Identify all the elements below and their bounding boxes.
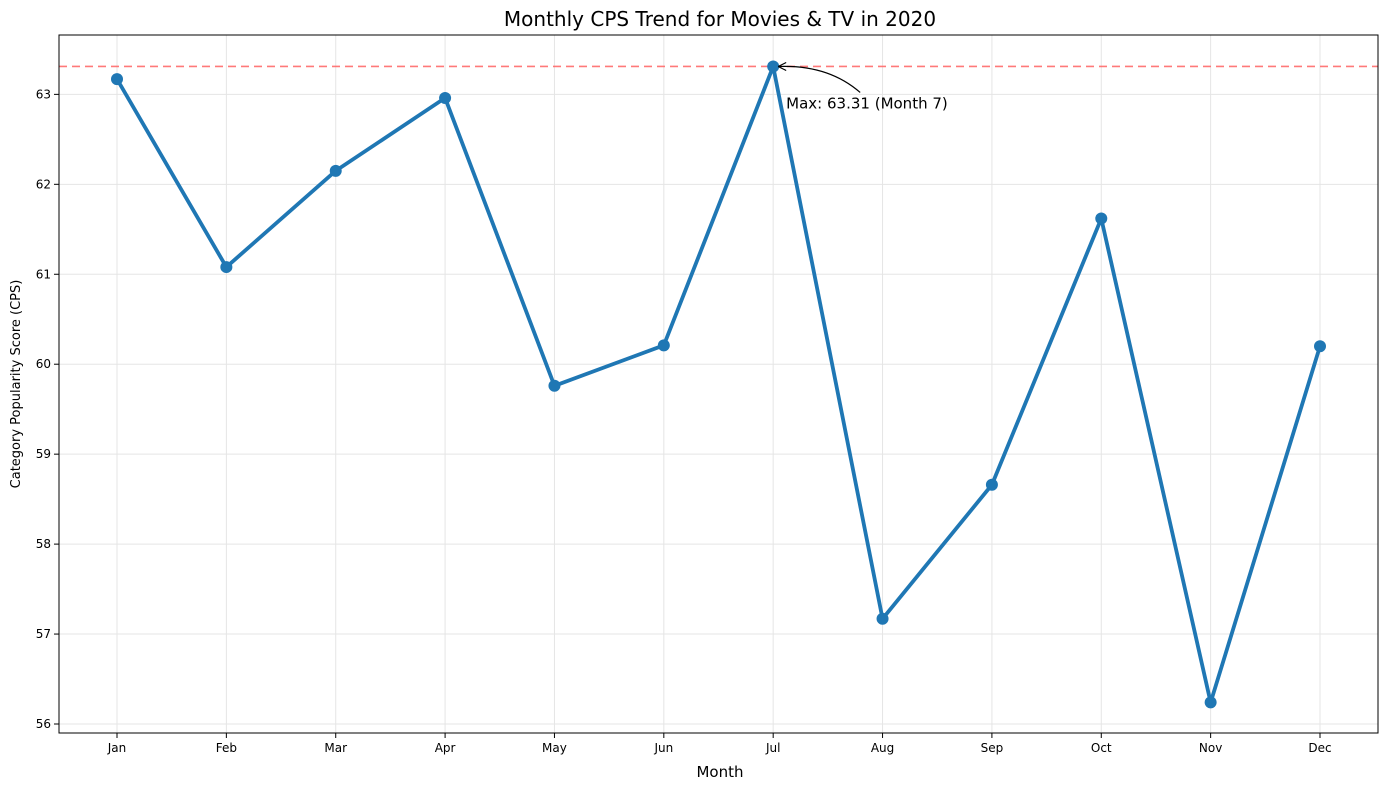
data-point: [1204, 696, 1217, 709]
annotation-arrowhead: [777, 61, 787, 72]
y-tick-label: 61: [36, 267, 51, 281]
plot-frame: [58, 34, 1379, 734]
data-point: [439, 91, 452, 104]
y-tick-label: 56: [36, 717, 51, 731]
x-tick-label: Dec: [1308, 741, 1331, 755]
y-tick-label: 58: [36, 537, 51, 551]
data-point: [329, 164, 342, 177]
annotation-label: Max: 63.31 (Month 7): [786, 94, 948, 112]
chart-title: Monthly CPS Trend for Movies & TV in 202…: [504, 7, 936, 31]
x-tick-label: Mar: [324, 741, 347, 755]
data-point: [1095, 212, 1108, 225]
data-point: [985, 478, 998, 491]
y-axis-label: Category Popularity Score (CPS): [9, 280, 24, 489]
y-tick-label: 60: [36, 357, 51, 371]
grid-layer: [59, 35, 1378, 733]
data-point: [220, 261, 233, 274]
data-point: [1314, 340, 1326, 353]
annotation-arrow: [778, 65, 861, 93]
data-point: [876, 612, 889, 625]
y-tick-label: 59: [36, 447, 51, 461]
axes-layer: Jan Feb Mar Apr May Jun Jul Aug Sep Oct Nov Dec 56 57…: [36, 34, 1379, 755]
x-tick-label: Apr: [435, 741, 456, 755]
x-axis-label: Month: [696, 763, 743, 781]
data-point: [111, 73, 123, 86]
y-tick-label: 62: [36, 177, 51, 191]
data-point: [657, 339, 670, 352]
x-tick-label: Jan: [107, 741, 127, 755]
x-tick-label: Sep: [981, 741, 1004, 755]
y-tick-label: 63: [36, 87, 51, 101]
x-tick-label: Jun: [653, 741, 673, 755]
series-line: [115, 64, 1322, 705]
data-point: [548, 379, 561, 392]
x-tick-label: Jul: [765, 741, 780, 755]
x-tick-label: Feb: [216, 741, 237, 755]
x-tick-label: Nov: [1199, 741, 1222, 755]
series-layer: [111, 60, 1326, 709]
annotation-layer: Max: 63.31 (Month 7): [777, 61, 948, 112]
y-tick-label: 57: [36, 627, 51, 641]
data-point: [767, 60, 780, 73]
x-tick-label: Oct: [1091, 741, 1112, 755]
x-tick-label: Aug: [871, 741, 894, 755]
x-tick-label: May: [542, 741, 567, 755]
